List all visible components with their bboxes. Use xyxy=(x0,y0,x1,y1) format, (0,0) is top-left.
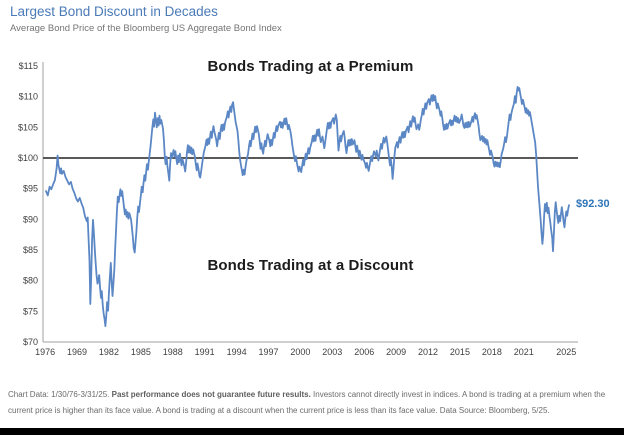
disclaimer-text: Chart Data: 1/30/76-3/31/25. Past perfor… xyxy=(8,387,618,418)
y-tick-label-110: $110 xyxy=(19,92,38,102)
x-tick-label-2012: 2012 xyxy=(418,347,438,357)
premium-annotation: Bonds Trading at a Premium xyxy=(207,58,414,75)
chart-subtitle: Average Bond Price of the Bloomberg US A… xyxy=(10,23,282,34)
x-tick-label-2009: 2009 xyxy=(386,347,406,357)
price-line xyxy=(45,86,570,328)
x-tick-label-1985: 1985 xyxy=(131,347,151,357)
chart-title: Largest Bond Discount in Decades xyxy=(10,4,218,19)
y-tick-label-80: $80 xyxy=(23,276,38,286)
x-tick-label-1988: 1988 xyxy=(163,347,183,357)
y-tick-label-115: $115 xyxy=(19,61,38,71)
x-tick-label-2003: 2003 xyxy=(322,347,342,357)
y-tick-label-105: $105 xyxy=(18,122,38,132)
discount-annotation: Bonds Trading at a Discount xyxy=(207,257,414,274)
x-tick-label-1976: 1976 xyxy=(35,347,55,357)
disclaimer-prefix: Chart Data: 1/30/76-3/31/25. xyxy=(8,390,110,399)
x-tick-label-2018: 2018 xyxy=(482,347,502,357)
y-tick-label-90: $90 xyxy=(23,214,38,224)
y-tick-label-85: $85 xyxy=(23,245,38,255)
y-tick-label-75: $75 xyxy=(23,306,38,316)
x-tick-label-1991: 1991 xyxy=(195,347,215,357)
disclaimer-rest: Investors cannot directly invest in indi… xyxy=(8,390,606,415)
y-tick-label-95: $95 xyxy=(23,184,38,194)
latest-value-label: $92.30 xyxy=(575,198,610,211)
disclaimer-bold: Past performance does not guarantee futu… xyxy=(111,390,311,399)
x-tick-label-2021: 2021 xyxy=(514,347,534,357)
x-tick-label-1982: 1982 xyxy=(99,347,119,357)
x-tick-label-1997: 1997 xyxy=(258,347,278,357)
y-tick-label-70: $70 xyxy=(23,337,38,347)
x-tick-label-2000: 2000 xyxy=(290,347,310,357)
y-tick-label-100: $100 xyxy=(18,153,38,163)
x-tick-label-2006: 2006 xyxy=(354,347,374,357)
x-tick-label-2015: 2015 xyxy=(450,347,470,357)
x-tick-label-2025: 2025 xyxy=(556,347,576,357)
x-tick-label-1969: 1969 xyxy=(67,347,87,357)
bottom-bar xyxy=(0,428,624,435)
x-tick-label-1994: 1994 xyxy=(227,347,247,357)
